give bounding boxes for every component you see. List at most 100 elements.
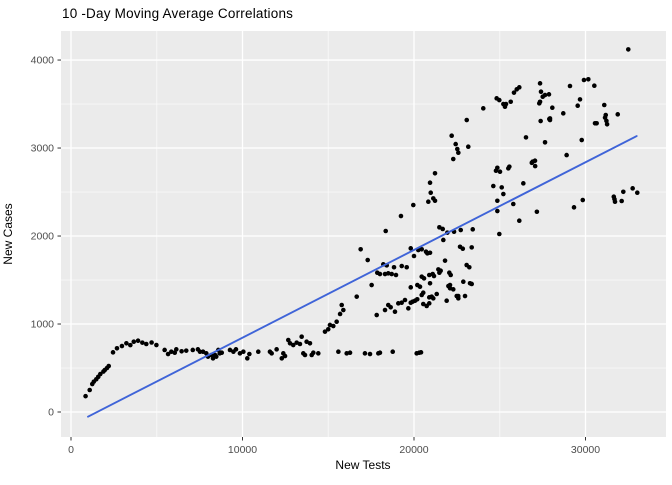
data-point (124, 340, 129, 346)
data-point (501, 191, 506, 197)
data-point (297, 341, 303, 347)
data-point (419, 247, 425, 252)
data-point (336, 349, 341, 355)
data-point (341, 307, 346, 313)
data-point (299, 334, 304, 339)
data-point (212, 352, 218, 358)
data-point (143, 341, 149, 347)
data-point (564, 152, 569, 158)
data-point (532, 158, 538, 164)
plot-panel (61, 31, 666, 437)
data-point (581, 77, 587, 83)
data-point (119, 343, 125, 349)
data-point (165, 351, 171, 357)
data-point (427, 250, 433, 256)
data-point (575, 103, 580, 109)
data-point (322, 329, 328, 334)
data-point (497, 97, 502, 103)
data-point (495, 208, 500, 214)
data-point (456, 150, 461, 155)
data-point (390, 349, 396, 355)
data-point (420, 290, 426, 295)
data-point (311, 350, 316, 356)
data-point (374, 312, 379, 318)
x-tick-label: 0 (68, 444, 74, 456)
data-point (497, 169, 503, 175)
data-point (521, 181, 526, 186)
data-point (560, 111, 566, 116)
data-point (269, 351, 274, 356)
data-point (536, 101, 542, 106)
data-point (426, 295, 432, 300)
data-point (290, 342, 296, 348)
data-point (247, 351, 252, 357)
data-point (447, 285, 453, 291)
trend-line (87, 135, 638, 418)
data-point (542, 140, 548, 145)
data-point (440, 226, 446, 232)
data-point (580, 197, 586, 203)
data-point (461, 279, 466, 284)
data-point (426, 301, 432, 306)
data-point (190, 347, 196, 353)
data-point (449, 133, 454, 139)
data-point (377, 350, 383, 356)
data-point (470, 227, 476, 232)
data-point (420, 301, 426, 307)
y-tick-label: 1000 (31, 319, 55, 331)
data-point (497, 231, 502, 237)
data-point (455, 146, 460, 152)
data-point (510, 201, 516, 207)
data-point (302, 352, 308, 358)
data-point (388, 304, 393, 310)
data-point (354, 294, 360, 299)
data-point (579, 137, 585, 143)
data-point (634, 190, 640, 196)
data-point (630, 186, 635, 191)
data-point (432, 198, 438, 204)
y-tick-label: 0 (48, 407, 54, 419)
data-point (523, 135, 529, 140)
data-point (516, 218, 522, 224)
data-point (233, 347, 239, 352)
data-point (365, 257, 370, 263)
data-point (98, 371, 103, 377)
data-point (404, 264, 410, 270)
data-point (450, 156, 456, 162)
data-point (399, 263, 405, 269)
y-axis-title: New Cases (1, 203, 15, 265)
data-point (339, 302, 345, 308)
data-point (453, 141, 458, 147)
data-point (255, 349, 261, 355)
data-point (467, 280, 473, 286)
y-tick-label: 2000 (31, 231, 55, 243)
data-point (538, 89, 544, 95)
data-point (601, 102, 607, 108)
data-point (538, 118, 543, 124)
data-point (577, 97, 583, 102)
data-point (406, 306, 411, 311)
data-point (149, 340, 154, 345)
data-point (135, 338, 141, 344)
data-point (237, 351, 243, 356)
data-point (586, 77, 591, 82)
data-point (550, 105, 555, 111)
data-point (428, 190, 434, 196)
data-point (197, 349, 203, 355)
data-point (245, 356, 250, 361)
data-point (383, 228, 389, 234)
data-point (427, 180, 433, 186)
data-point (604, 121, 610, 127)
data-point (282, 353, 288, 359)
data-point (334, 319, 339, 325)
data-point (183, 348, 189, 353)
data-point (427, 280, 433, 286)
x-axis-title: New Tests (335, 458, 391, 472)
data-point (462, 293, 468, 299)
data-point (421, 276, 427, 281)
data-point (362, 351, 368, 356)
data-point (347, 350, 353, 356)
data-point (534, 209, 540, 215)
data-point (402, 297, 408, 303)
data-point (458, 227, 464, 233)
